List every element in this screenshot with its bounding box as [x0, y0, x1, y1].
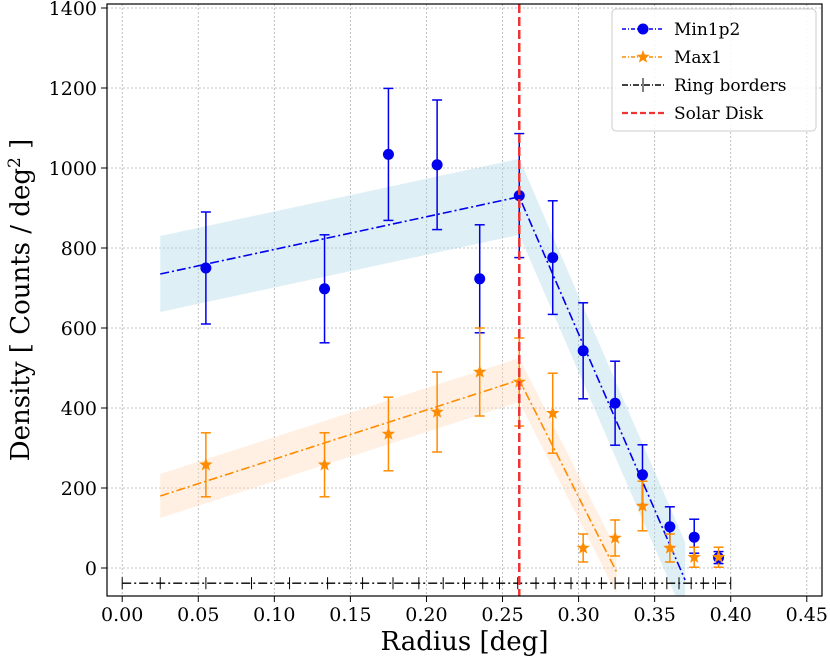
- data-point-Min1p2: [577, 345, 589, 357]
- y-tick-label: 800: [61, 238, 97, 260]
- data-point-Max1: [546, 406, 560, 419]
- data-point-Min1p2: [609, 397, 621, 409]
- x-tick-label: 0.15: [329, 604, 371, 626]
- axis-ticks: 0.00 0.05 0.10 0.15 0.20 0.25 0.30 0.35 0.40 0.45…: [49, 0, 828, 626]
- data-point-Max1: [317, 457, 332, 471]
- legend-box: [611, 8, 817, 132]
- x-tick-label: 0.25: [481, 604, 523, 626]
- legend-marker: [637, 23, 649, 35]
- fit-line-Min1p2: [160, 195, 686, 581]
- data-point-Max1: [635, 499, 650, 512]
- data-point-Min1p2: [200, 262, 212, 274]
- x-tick-label: 0.00: [101, 604, 143, 626]
- x-tick-label: 0.30: [557, 604, 599, 626]
- fit-band-Min1p2: [160, 158, 686, 596]
- data-point-Max1: [199, 457, 213, 471]
- data-point-Max1: [576, 541, 590, 554]
- y-tick-label: 1200: [49, 78, 97, 100]
- data-point-Max1: [687, 550, 701, 563]
- x-tick-label: 0.10: [253, 604, 295, 626]
- data-point-Min1p2: [636, 469, 648, 481]
- y-tick-label: 200: [61, 478, 97, 500]
- data-point-Min1p2: [431, 159, 443, 171]
- legend-label: Max1: [674, 48, 722, 68]
- data-points: [199, 148, 726, 564]
- y-tick-label: 600: [61, 318, 97, 340]
- data-point-Min1p2: [474, 273, 486, 285]
- y-tick-label: 1400: [49, 0, 97, 20]
- legend: Min1p2 Max1 Ring borders Solar Disk: [611, 8, 817, 132]
- y-tick-label: 400: [61, 398, 97, 420]
- x-tick-label: 0.45: [786, 604, 828, 626]
- y-axis-label: Density [ Counts / deg2 ]: [5, 139, 36, 462]
- x-tick-label: 0.40: [710, 604, 752, 626]
- grid: [107, 4, 822, 596]
- ring-borders-series: [121, 577, 732, 590]
- data-point-Max1: [473, 365, 487, 378]
- legend-label: Min1p2: [674, 20, 740, 40]
- data-point-Min1p2: [382, 148, 394, 160]
- data-point-Max1: [711, 550, 726, 563]
- data-point-Min1p2: [513, 190, 525, 202]
- data-point-Max1: [381, 427, 396, 440]
- legend-marker: [636, 50, 650, 63]
- x-tick-label: 0.35: [634, 604, 676, 626]
- legend-label: Ring borders: [674, 76, 787, 96]
- data-point-Max1: [663, 541, 677, 554]
- x-axis-label: Radius [deg]: [381, 627, 549, 657]
- data-point-Max1: [430, 405, 444, 418]
- data-point-Max1: [608, 531, 622, 544]
- data-point-Min1p2: [319, 283, 331, 295]
- fit-bands: [160, 158, 686, 596]
- fit-band-Max1: [160, 358, 617, 594]
- data-point-Min1p2: [664, 521, 676, 533]
- legend-label: Solar Disk: [674, 104, 764, 124]
- x-tick-label: 0.20: [405, 604, 447, 626]
- x-tick-label: 0.05: [177, 604, 219, 626]
- data-point-Min1p2: [688, 531, 700, 543]
- data-point-Min1p2: [547, 252, 559, 264]
- plot-frame: [106, 3, 823, 597]
- y-tick-label: 0: [85, 558, 97, 580]
- y-tick-label: 1000: [49, 158, 97, 180]
